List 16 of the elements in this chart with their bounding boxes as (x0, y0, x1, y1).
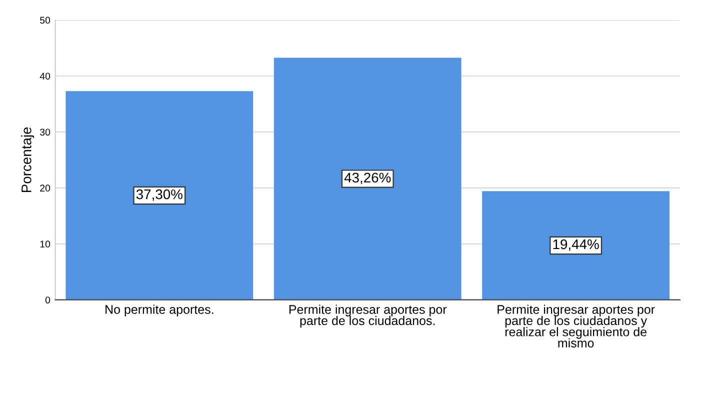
y-tick-label: 50 (40, 16, 50, 24)
y-tick-label: 40 (40, 72, 50, 80)
x-tick-label: No permite aportes. (106, 304, 214, 316)
x-tick-label: Permite ingresar aportes por parte de los ciudadanos. (289, 304, 447, 328)
data-label: 19,44% (553, 239, 599, 251)
y-tick-label: 30 (40, 128, 50, 136)
y-tick-label: 20 (40, 184, 50, 192)
bar (482, 191, 670, 300)
y-axis-title: Porcentaje (21, 127, 34, 192)
y-tick-label: 0 (45, 296, 50, 304)
data-label: 37,30% (136, 189, 182, 201)
bar (66, 91, 254, 300)
data-label: 43,26% (344, 172, 391, 184)
bar (274, 58, 462, 300)
y-tick-label: 10 (40, 240, 50, 248)
x-tick-label: Permite ingresar aportes por parte de los ciudadanos y realizar el seguimiento de mismo (498, 304, 655, 348)
